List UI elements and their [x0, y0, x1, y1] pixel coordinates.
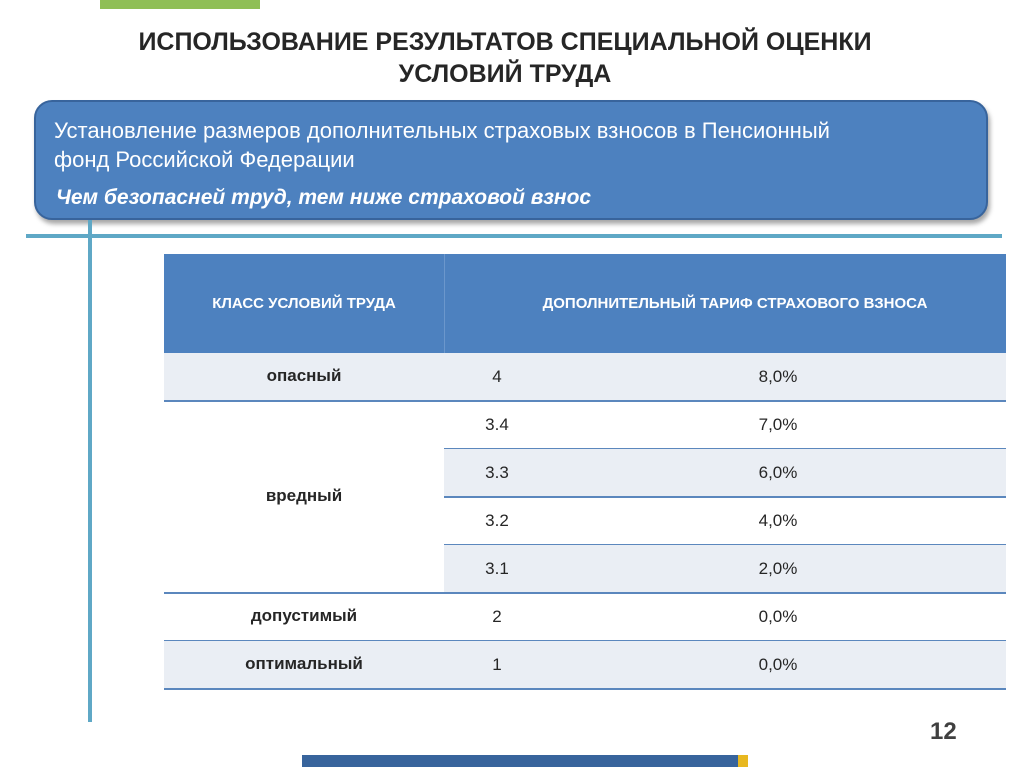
page-number: 12 — [930, 718, 957, 745]
subclass-cell: 1 — [492, 655, 502, 674]
tariff-cell: 6,0% — [758, 463, 798, 482]
row-divider — [444, 496, 1006, 498]
row-band — [444, 449, 1006, 497]
tariff-cell: 7,0% — [758, 415, 798, 434]
class-cell: вредный — [265, 486, 343, 505]
subclass-cell: 4 — [492, 367, 502, 386]
class-cell: оптимальный — [245, 654, 363, 673]
row-band — [164, 641, 1006, 689]
banner-text-line1: Установление размеров дополнительных стр… — [54, 118, 830, 143]
footer-accent — [738, 755, 748, 767]
group-divider — [164, 400, 1006, 402]
group-divider — [164, 592, 1006, 594]
class-cell: опасный — [266, 366, 342, 385]
slide-title: ИСПОЛЬЗОВАНИЕ РЕЗУЛЬТАТОВ СПЕЦИАЛЬНОЙ ОЦ… — [40, 26, 970, 90]
banner-text-line2: фонд Российской Федерации — [54, 147, 355, 172]
tariff-cell: 2,0% — [758, 559, 798, 578]
banner-text: Установление размеров дополнительных стр… — [54, 116, 954, 174]
top-accent-bar — [100, 0, 260, 9]
header-tariff: ДОПОЛНИТЕЛЬНЫЙ ТАРИФ СТРАХОВОГО ВЗНОСА — [542, 295, 928, 312]
group-divider — [164, 688, 1006, 690]
row-band — [444, 545, 1006, 593]
class-cell: допустимый — [250, 606, 358, 625]
banner-emphasis: Чем безопасней труд, тем ниже страховой … — [56, 186, 592, 209]
header-class: КЛАСС УСЛОВИЙ ТРУДА — [212, 295, 396, 312]
tariff-cell: 8,0% — [758, 367, 798, 386]
subclass-cell: 3.4 — [485, 415, 509, 434]
slide-title-line1: ИСПОЛЬЗОВАНИЕ РЕЗУЛЬТАТОВ СПЕЦИАЛЬНОЙ ОЦ… — [138, 28, 872, 56]
subclass-cell: 2 — [492, 607, 502, 626]
subclass-cell: 3.3 — [485, 463, 509, 482]
header-divider — [444, 254, 445, 353]
tariff-cell: 0,0% — [758, 655, 798, 674]
decorative-horizontal-line — [26, 234, 1002, 238]
tariff-cell: 0,0% — [758, 607, 798, 626]
row-band — [164, 353, 1006, 401]
table-header: КЛАСС УСЛОВИЙ ТРУДА ДОПОЛНИТЕЛЬНЫЙ ТАРИФ… — [164, 254, 1006, 353]
info-banner: Установление размеров дополнительных стр… — [34, 100, 988, 220]
slide-title-line2: УСЛОВИЙ ТРУДА — [398, 60, 612, 88]
decorative-vertical-line — [88, 220, 92, 722]
subclass-cell: 3.1 — [485, 559, 509, 578]
subclass-cell: 3.2 — [485, 511, 509, 530]
footer-bar — [302, 755, 738, 767]
tariff-cell: 4,0% — [758, 511, 798, 530]
